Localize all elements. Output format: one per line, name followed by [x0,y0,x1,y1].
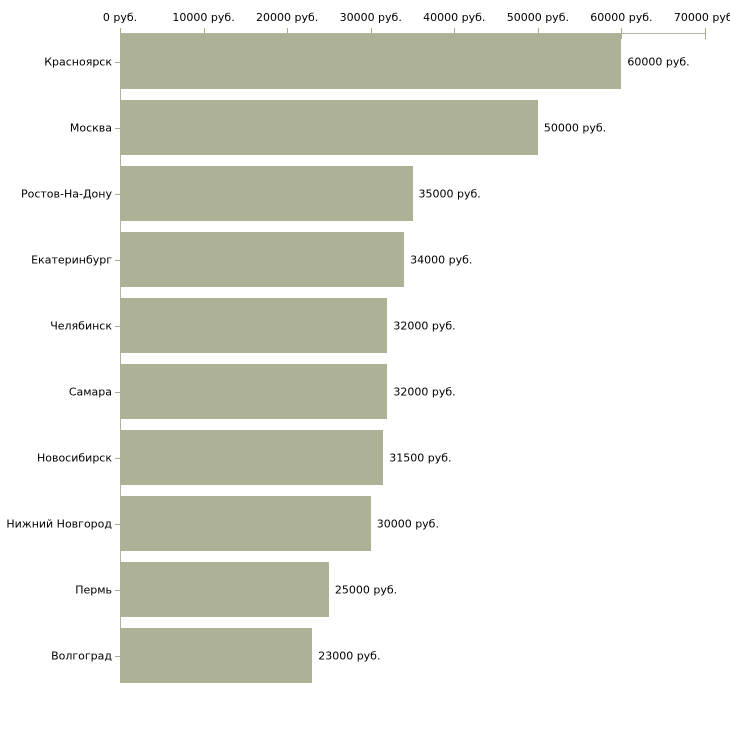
bar-value-label: 32000 руб. [393,319,456,332]
y-axis-tick [115,590,121,591]
x-axis-tick-label: 70000 руб. [673,11,730,24]
y-axis-line [120,33,121,683]
bar[interactable] [120,232,405,287]
y-axis-tick [115,260,121,261]
category-label: Новосибирск [36,451,112,464]
bar[interactable] [120,430,384,485]
y-axis-tick [115,656,121,657]
y-axis-tick [115,392,121,393]
bar[interactable] [120,166,413,221]
x-axis-tick-label: 30000 руб. [339,11,402,24]
y-axis-tick [115,458,121,459]
category-label: Самара [68,385,112,398]
bar-value-label: 23000 руб. [318,649,381,662]
x-axis-tick [120,28,121,39]
category-label: Волгоград [51,649,112,662]
x-axis-tick [287,28,289,39]
category-label: Красноярск [44,55,112,68]
x-axis-line [120,33,705,34]
x-axis-tick-label: 60000 руб. [590,11,653,24]
x-axis-tick [203,28,205,39]
category-label: Екатеринбург [31,253,112,266]
x-axis-tick [705,28,706,39]
bar-value-label: 31500 руб. [389,451,452,464]
category-label: Нижний Новгород [6,517,112,530]
bar-value-label: 35000 руб. [418,187,481,200]
y-axis-tick [115,524,121,525]
x-axis-tick-label: 0 руб. [102,11,138,24]
bar[interactable] [120,628,313,683]
bar-value-label: 34000 руб. [410,253,473,266]
bar-value-label: 25000 руб. [334,583,398,596]
bar-value-label: 30000 руб. [376,517,439,530]
category-label: Ростов-На-Дону [20,187,112,200]
category-label: Пермь [75,583,112,596]
x-axis-tick-label: 50000 руб. [506,11,569,24]
bar[interactable] [120,100,538,155]
x-axis-tick [370,28,372,39]
y-axis-tick [115,194,121,195]
x-axis-tick [454,28,456,39]
x-axis-tick-label: 40000 руб. [423,11,486,24]
x-axis-tick-label: 20000 руб. [256,11,319,24]
bar-value-label: 32000 руб. [393,385,456,398]
y-axis-tick [115,128,121,129]
bar[interactable] [120,562,329,617]
bar-value-label: 50000 руб. [543,121,607,134]
category-label: Москва [69,121,112,134]
bar[interactable] [120,298,388,353]
bar[interactable] [120,496,371,551]
x-axis-tick-label: 10000 руб. [172,11,235,24]
category-label: Челябинск [50,319,112,332]
y-axis-tick [115,62,121,63]
bar[interactable] [120,364,388,419]
x-axis-tick [621,28,623,39]
x-axis-tick [537,28,539,39]
bar[interactable] [120,34,622,89]
y-axis-tick [115,326,121,327]
bar-value-label: 60000 руб. [627,55,690,68]
